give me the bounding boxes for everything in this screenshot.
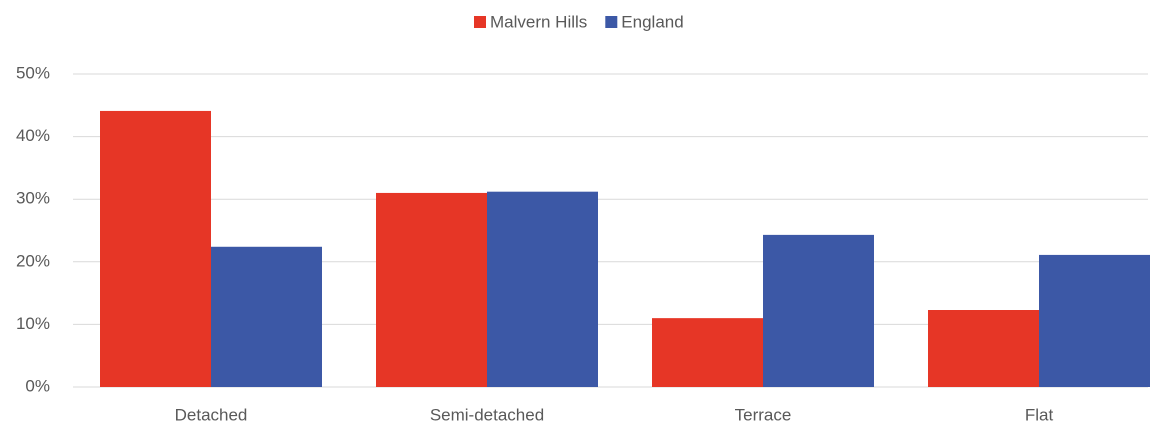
y-tick-label: 10% — [16, 314, 50, 333]
bar — [652, 318, 763, 387]
bar — [928, 310, 1039, 387]
legend-swatch — [605, 16, 618, 28]
legend-swatch — [474, 16, 486, 28]
y-tick-label: 20% — [16, 251, 50, 270]
legend-label: Malvern Hills — [490, 12, 587, 31]
bar — [1039, 254, 1150, 387]
x-tick-label: Flat — [1025, 405, 1054, 424]
bar — [763, 234, 874, 387]
y-tick-label: 40% — [16, 126, 50, 145]
bar — [487, 191, 598, 387]
bar — [211, 246, 322, 387]
y-tick-label: 50% — [16, 63, 50, 82]
legend-label: England — [621, 12, 683, 31]
bar — [376, 192, 487, 387]
bar — [100, 110, 211, 388]
x-tick-label: Terrace — [735, 405, 792, 424]
x-tick-label: Detached — [175, 405, 248, 424]
y-tick-label: 0% — [25, 376, 50, 395]
x-tick-label: Semi-detached — [430, 405, 544, 424]
y-tick-label: 30% — [16, 189, 50, 208]
